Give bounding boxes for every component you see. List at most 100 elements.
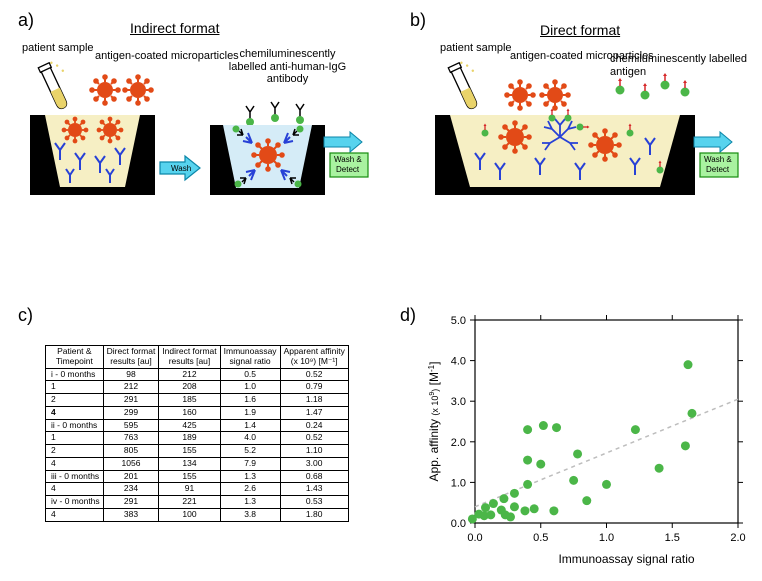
wash-label: Wash: [171, 164, 191, 173]
panel-c-label: c): [18, 305, 33, 326]
table-cell: 160: [159, 406, 220, 419]
table-header: Immunoassaysignal ratio: [220, 346, 280, 369]
table-cell: 805: [103, 445, 159, 458]
table-cell: 0.52: [280, 368, 348, 381]
table-cell: 1.3: [220, 470, 280, 483]
table-cell: 763: [103, 432, 159, 445]
svg-text:Immunoassay signal ratio: Immunoassay signal ratio: [558, 552, 694, 566]
table-cell: 291: [103, 394, 159, 407]
well-right: [210, 125, 325, 195]
table-cell: 0.68: [280, 470, 348, 483]
svg-text:2.0: 2.0: [451, 437, 466, 449]
panel-a-diagram: Wash: [20, 40, 400, 250]
table-cell: 2.6: [220, 483, 280, 496]
wash-arrow: Wash: [160, 156, 200, 180]
table-cell: 4: [46, 457, 104, 470]
table-cell: 1.9: [220, 406, 280, 419]
table-row: 12122081.00.79: [46, 381, 349, 394]
table-cell: 1.4: [220, 419, 280, 432]
table-cell: 1056: [103, 457, 159, 470]
table-cell: 1.10: [280, 445, 348, 458]
labelled-antigen: [616, 73, 690, 100]
virus-icon: [90, 75, 120, 105]
table-cell: 0.24: [280, 419, 348, 432]
table-cell: 1: [46, 381, 104, 394]
table-header: Indirect formatresults [au]: [159, 346, 220, 369]
table-cell: 1.6: [220, 394, 280, 407]
table-cell: 2: [46, 445, 104, 458]
table-cell: 212: [103, 381, 159, 394]
table-cell: 0.53: [280, 496, 348, 509]
results-table: Patient &TimepointDirect formatresults […: [45, 345, 349, 522]
table-cell: 7.9: [220, 457, 280, 470]
table-cell: 383: [103, 508, 159, 521]
table-cell: 4.0: [220, 432, 280, 445]
table-cell: 1.80: [280, 508, 348, 521]
table-cell: 299: [103, 406, 159, 419]
table-cell: iii - 0 months: [46, 470, 104, 483]
table-cell: 0.79: [280, 381, 348, 394]
table-header: Patient &Timepoint: [46, 346, 104, 369]
svg-text:App. affinity (x 109) [M-1]: App. affinity (x 109) [M-1]: [427, 362, 441, 482]
svg-text:0.5: 0.5: [533, 532, 548, 544]
wash-detect-box-b: Wash & Detect: [694, 132, 738, 177]
table-cell: iv - 0 months: [46, 496, 104, 509]
table-row: 410561347.93.00: [46, 457, 349, 470]
svg-text:0.0: 0.0: [467, 532, 482, 544]
table-cell: 91: [159, 483, 220, 496]
well-left: [30, 115, 155, 195]
table-cell: 1.3: [220, 496, 280, 509]
table-cell: 100: [159, 508, 220, 521]
svg-text:Detect: Detect: [336, 165, 360, 174]
table-cell: 4: [46, 508, 104, 521]
svg-text:0.0: 0.0: [451, 518, 466, 530]
table-cell: 189: [159, 432, 220, 445]
well-wide: [435, 109, 695, 196]
test-tube-icon: [448, 58, 488, 110]
table-cell: 4: [46, 406, 104, 419]
table-row: 28051555.21.10: [46, 445, 349, 458]
table-row: i - 0 months982120.50.52: [46, 368, 349, 381]
virus-icon: [123, 75, 153, 105]
panel-a-label: a): [18, 10, 34, 31]
table-cell: 1.47: [280, 406, 348, 419]
svg-text:1.0: 1.0: [451, 477, 466, 489]
table-cell: 3.00: [280, 457, 348, 470]
svg-text:Wash &: Wash &: [334, 155, 362, 164]
svg-text:5.0: 5.0: [451, 315, 466, 327]
table-cell: 2: [46, 394, 104, 407]
table-row: ii - 0 months5954251.40.24: [46, 419, 349, 432]
table-header: Direct formatresults [au]: [103, 346, 159, 369]
table-cell: 5.2: [220, 445, 280, 458]
table-cell: 1.0: [220, 381, 280, 394]
table-cell: 208: [159, 381, 220, 394]
table-cell: 98: [103, 368, 159, 381]
table-cell: 4: [46, 483, 104, 496]
table-cell: 185: [159, 394, 220, 407]
direct-title: Direct format: [540, 22, 620, 38]
table-cell: ii - 0 months: [46, 419, 104, 432]
table-row: iii - 0 months2011551.30.68: [46, 470, 349, 483]
table-cell: 1.43: [280, 483, 348, 496]
table-row: 42991601.91.47: [46, 406, 349, 419]
labelled-antibody: [246, 106, 254, 126]
indirect-title: Indirect format: [130, 20, 219, 36]
table-cell: 0.52: [280, 432, 348, 445]
table-row: 17631894.00.52: [46, 432, 349, 445]
table-cell: 234: [103, 483, 159, 496]
table-cell: 425: [159, 419, 220, 432]
table-cell: 595: [103, 419, 159, 432]
panel-b-diagram: Wash & Detect: [420, 40, 760, 250]
table-cell: 1.18: [280, 394, 348, 407]
svg-text:3.0: 3.0: [451, 396, 466, 408]
table-cell: 0.5: [220, 368, 280, 381]
table-cell: 201: [103, 470, 159, 483]
table-cell: 221: [159, 496, 220, 509]
table-cell: 3.8: [220, 508, 280, 521]
table-row: 4234912.61.43: [46, 483, 349, 496]
wash-detect-box-a: Wash & Detect: [324, 132, 368, 177]
table-cell: 155: [159, 445, 220, 458]
svg-text:Wash &: Wash &: [704, 155, 732, 164]
table-header: Apparent affinity(x 10⁹) [M⁻¹]: [280, 346, 348, 369]
svg-text:2.0: 2.0: [730, 532, 745, 544]
